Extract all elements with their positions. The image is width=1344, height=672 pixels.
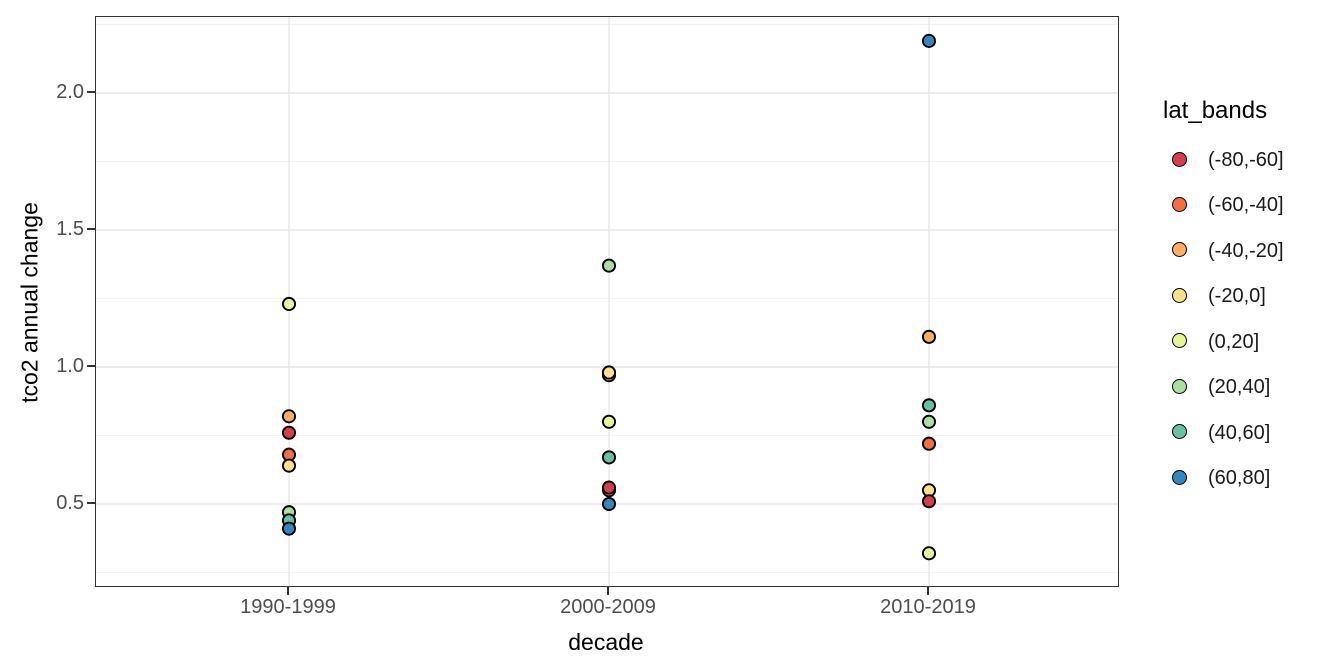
legend-item-label: (60,80]: [1208, 467, 1271, 490]
legend-item-label: (0,20]: [1208, 330, 1260, 353]
legend-key-swatch: [1172, 242, 1187, 258]
x-tick-label: 2010-2019: [880, 596, 976, 618]
legend-item-label: (-20,0]: [1208, 285, 1266, 308]
legend-key-swatch: [1172, 287, 1187, 303]
data-point: [601, 258, 617, 273]
data-point: [601, 496, 617, 512]
y-tick-label: 0.5: [56, 492, 84, 514]
data-point: [281, 296, 297, 312]
legend-item-label: (-40,-20]: [1208, 239, 1284, 262]
y-tick-mark: [87, 228, 95, 230]
legend-item-label: (20,40]: [1208, 376, 1271, 399]
y-tick-label: 1.0: [56, 355, 84, 377]
data-point: [281, 521, 297, 536]
legend-item-label: (40,60]: [1208, 421, 1271, 444]
legend-key-swatch: [1172, 424, 1187, 440]
legend-item-label: (-80,-60]: [1208, 149, 1284, 171]
legend: lat_bands (-80,-60] (-60,-40] (-40,-20] (-2…: [1150, 0, 1344, 672]
data-point: [921, 414, 937, 429]
legend-key-swatch: [1172, 196, 1187, 212]
data-point: [281, 425, 297, 440]
data-point: [601, 414, 617, 429]
data-point: [921, 546, 937, 561]
y-tick-mark: [87, 365, 95, 367]
data-point: [921, 33, 937, 48]
data-point: [281, 458, 297, 473]
x-tick-mark: [927, 587, 929, 595]
data-point: [601, 450, 617, 465]
legend-key-swatch: [1172, 469, 1187, 485]
x-tick-mark: [607, 587, 609, 595]
legend-key-swatch: [1172, 151, 1187, 167]
legend-title: lat_bands: [1163, 97, 1268, 124]
legend-item-label: (-60,-40]: [1208, 194, 1284, 217]
x-tick-mark: [287, 587, 289, 595]
data-point: [921, 398, 937, 413]
data-point: [601, 480, 617, 495]
y-tick-mark: [87, 91, 95, 93]
legend-key-swatch: [1172, 378, 1187, 394]
legend-key-swatch: [1172, 333, 1187, 349]
x-tick-label: 2000-2009: [560, 596, 656, 618]
data-point: [921, 329, 937, 344]
data-point: [921, 436, 937, 451]
x-axis-title: decade: [568, 629, 644, 655]
plot-canvas: [96, 17, 1118, 586]
data-point: [281, 409, 297, 424]
y-tick-label: 2.0: [56, 81, 84, 103]
y-tick-label: 1.5: [56, 218, 84, 240]
data-point: [601, 365, 617, 380]
data-point: [921, 494, 937, 509]
x-tick-label: 1990-1999: [240, 596, 336, 618]
y-tick-mark: [87, 502, 95, 504]
plot-panel: [95, 16, 1119, 587]
